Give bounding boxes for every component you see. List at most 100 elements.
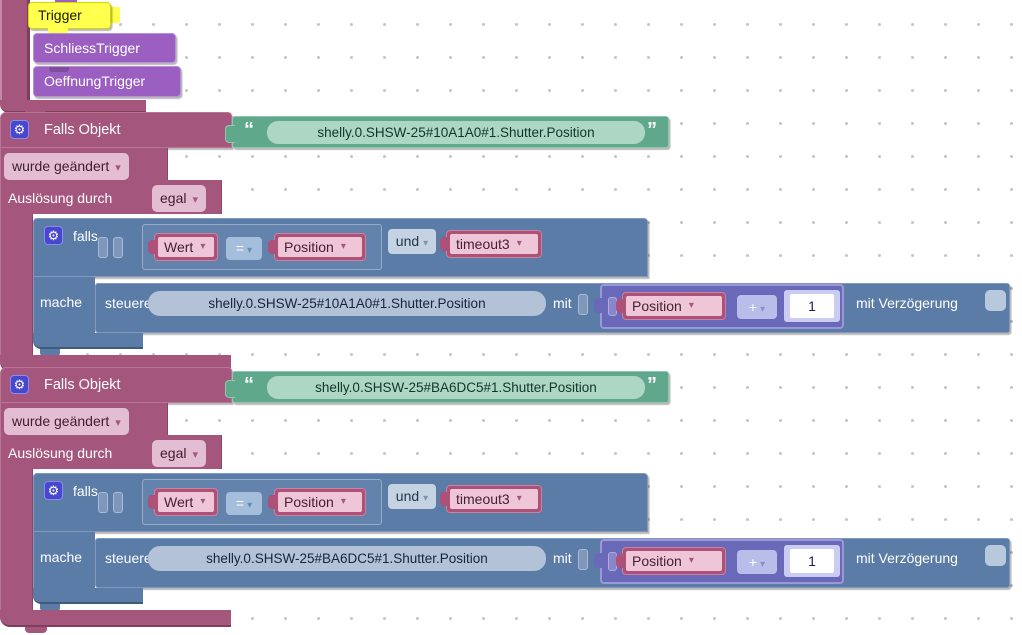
variable-position-block[interactable]: Position ▾ xyxy=(268,488,366,516)
chevron-down-icon: ▾ xyxy=(247,245,253,256)
logic-operator-dropdown[interactable]: und ▾ xyxy=(388,484,436,509)
close-quote-icon: ” xyxy=(647,119,657,141)
chevron-down-icon: ▾ xyxy=(247,500,253,511)
oid-string-block[interactable]: “ shelly.0.SHSW-25#10A1A0#1.Shutter.Posi… xyxy=(225,116,669,148)
trigger-mode-dropdown[interactable]: egal ▾ xyxy=(152,440,206,467)
number-field[interactable]: 1 xyxy=(790,294,834,318)
puzzle-tab xyxy=(616,554,624,568)
chevron-down-icon: ▾ xyxy=(688,300,694,311)
chevron-down-icon: ▾ xyxy=(115,162,121,174)
mache-label: mache xyxy=(40,294,83,310)
variable-timeout3-block[interactable]: timeout3 ▾ xyxy=(440,485,542,513)
rule-top-notch xyxy=(25,107,45,113)
operator-value: = xyxy=(235,240,245,256)
puzzle-tab xyxy=(594,298,603,313)
gear-icon[interactable]: ⚙ xyxy=(44,481,63,500)
variable-timeout3-block[interactable]: timeout3 ▾ xyxy=(440,230,542,258)
puzzle-tab xyxy=(148,495,156,509)
logic-operator-dropdown[interactable]: und ▾ xyxy=(388,229,436,254)
change-mode-value: wurde geändert xyxy=(12,158,110,174)
variable-name: Wert xyxy=(164,239,194,255)
number-field[interactable]: 1 xyxy=(790,549,834,573)
input-socket xyxy=(98,237,108,258)
operator-value: = xyxy=(235,495,245,511)
chevron-down-icon: ▾ xyxy=(340,496,346,507)
number-block[interactable]: 1 xyxy=(784,290,840,322)
rule-top-notch xyxy=(25,362,45,368)
delay-checkbox[interactable] xyxy=(985,290,1006,311)
chevron-down-icon: ▾ xyxy=(192,449,198,461)
gear-icon[interactable]: ⚙ xyxy=(44,226,63,245)
variable-wert-block[interactable]: Wert ▾ xyxy=(148,488,218,516)
trigger-block-bottom-tab xyxy=(48,27,68,34)
chevron-down-icon: ▾ xyxy=(688,555,694,566)
falls-label: falls xyxy=(73,228,98,244)
math-operator-dropdown[interactable]: + ▾ xyxy=(737,295,777,319)
input-socket xyxy=(113,492,123,513)
gear-icon[interactable]: ⚙ xyxy=(10,120,29,139)
trigger-mode-value: egal xyxy=(160,445,187,461)
change-mode-dropdown[interactable]: wurde geändert ▾ xyxy=(4,408,129,435)
target-oid-field[interactable]: shelly.0.SHSW-25#10A1A0#1.Shutter.Positi… xyxy=(148,291,546,316)
input-socket xyxy=(113,237,123,258)
puzzle-tab xyxy=(440,237,448,251)
number-block[interactable]: 1 xyxy=(784,545,840,577)
chevron-down-icon: ▾ xyxy=(516,493,522,504)
variable-name: timeout3 xyxy=(456,236,510,252)
rule-block-1[interactable]: ⚙ Falls Objekt “ shelly.0.SHSW-25#10A1A0… xyxy=(0,104,1022,384)
rule-bottom-bar[interactable] xyxy=(0,610,231,627)
falls-objekt-header[interactable] xyxy=(0,112,232,148)
open-quote-icon: “ xyxy=(244,374,254,396)
puzzle-tab xyxy=(225,125,235,143)
puzzle-tab xyxy=(268,495,276,509)
mit-label: mit xyxy=(553,295,572,311)
oid-text-field[interactable]: shelly.0.SHSW-25#BA6DC5#1.Shutter.Positi… xyxy=(267,376,645,399)
trigger-variable-block-selected[interactable]: Trigger xyxy=(28,2,111,29)
oeffnungtrigger-variable-block[interactable]: OeffnungTrigger xyxy=(33,66,181,97)
gear-icon[interactable]: ⚙ xyxy=(10,375,29,394)
chevron-down-icon: ▾ xyxy=(760,559,766,570)
puzzle-tab xyxy=(225,380,235,398)
math-operator-dropdown[interactable]: + ▾ xyxy=(737,550,777,574)
input-socket xyxy=(578,549,588,570)
rule-left-spine[interactable] xyxy=(0,469,33,610)
falls-objekt-header[interactable] xyxy=(0,367,232,403)
variable-wert-block[interactable]: Wert ▾ xyxy=(148,233,218,261)
falls-bottom-bar[interactable] xyxy=(33,588,143,604)
variable-position-block[interactable]: Position ▾ xyxy=(268,233,366,261)
delay-label: mit Verzögerung xyxy=(856,550,958,566)
change-mode-dropdown[interactable]: wurde geändert ▾ xyxy=(4,153,129,180)
compare-operator-dropdown[interactable]: = ▾ xyxy=(226,492,262,515)
logic-value: und xyxy=(395,233,420,249)
falls-bottom-notch xyxy=(40,604,60,611)
variable-name: Position xyxy=(632,553,682,569)
variable-position-block[interactable]: Position ▾ xyxy=(616,547,726,575)
falls-left-spine[interactable] xyxy=(33,532,95,588)
falls-left-spine[interactable] xyxy=(33,277,95,333)
rule-block-2[interactable]: ⚙ Falls Objekt “ shelly.0.SHSW-25#BA6DC5… xyxy=(0,359,1022,635)
block-top-notch xyxy=(49,67,69,72)
delay-checkbox[interactable] xyxy=(985,545,1006,566)
change-mode-value: wurde geändert xyxy=(12,413,110,429)
operator-value: + xyxy=(748,554,758,570)
variable-position-block[interactable]: Position ▾ xyxy=(616,292,726,320)
rule-left-spine[interactable] xyxy=(0,214,33,355)
oid-string-block[interactable]: “ shelly.0.SHSW-25#BA6DC5#1.Shutter.Posi… xyxy=(225,371,669,403)
puzzle-tab xyxy=(268,240,276,254)
falls-bottom-bar[interactable] xyxy=(33,333,143,349)
puzzle-tab xyxy=(440,492,448,506)
target-oid-field[interactable]: shelly.0.SHSW-25#BA6DC5#1.Shutter.Positi… xyxy=(148,546,546,571)
compare-operator-dropdown[interactable]: = ▾ xyxy=(226,237,262,260)
selected-block-highlight xyxy=(110,7,120,23)
input-socket xyxy=(98,492,108,513)
chevron-down-icon: ▾ xyxy=(200,241,206,252)
variable-name: Wert xyxy=(164,494,194,510)
trigger-mode-dropdown[interactable]: egal ▾ xyxy=(152,185,206,212)
oid-text-field[interactable]: shelly.0.SHSW-25#10A1A0#1.Shutter.Positi… xyxy=(267,121,645,144)
variable-name: Position xyxy=(284,239,334,255)
chevron-down-icon: ▾ xyxy=(760,304,766,315)
trigger-wrapper-block-left-bar[interactable] xyxy=(0,0,30,104)
schliesstrigger-variable-block[interactable]: SchliessTrigger xyxy=(33,33,176,63)
open-quote-icon: “ xyxy=(244,119,254,141)
